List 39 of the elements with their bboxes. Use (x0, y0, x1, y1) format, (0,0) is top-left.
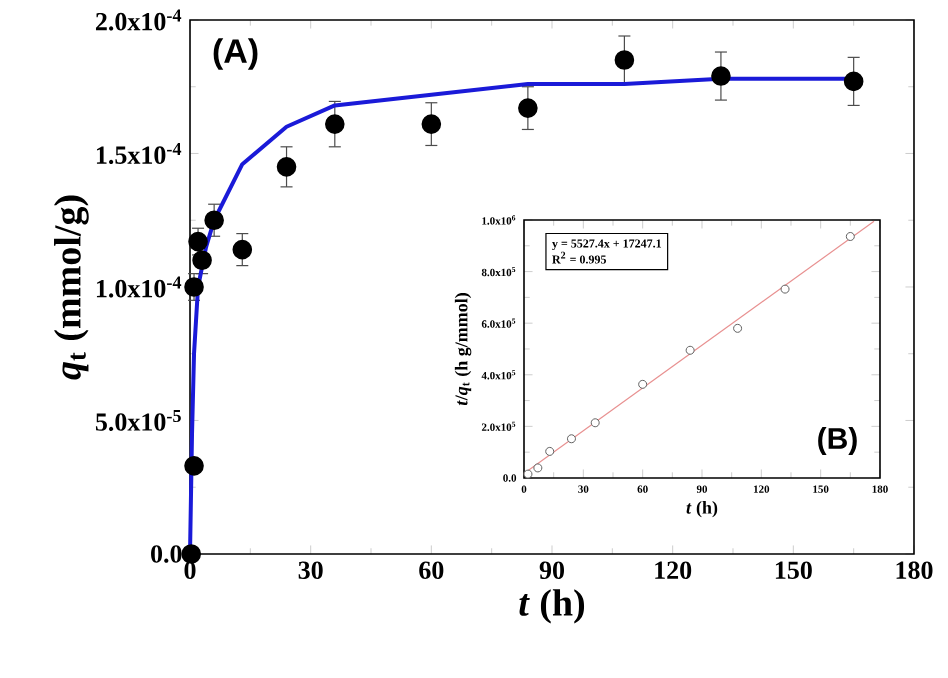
point (421, 114, 442, 134)
point (325, 114, 345, 134)
text: (B) (818, 427, 857, 456)
point (232, 239, 253, 260)
point (523, 469, 533, 479)
point (845, 231, 855, 241)
x-tick-label: 180 (896, 561, 933, 579)
point (545, 446, 555, 456)
y-tick-label: 5.0x10$^{-5}$ (95, 409, 181, 431)
point (711, 66, 731, 86)
point (188, 231, 208, 252)
x-tick-label: 120 (655, 561, 692, 579)
point (518, 98, 538, 118)
point (566, 434, 576, 444)
chart-title: (A) (213, 38, 258, 70)
point (843, 71, 864, 92)
x-tick-label: 150 (775, 561, 812, 579)
point (590, 418, 600, 428)
y-tick-label: 1.0x10$^{-4}$ (96, 276, 182, 298)
y-tick-label: 1.5x10$^{-4}$ (96, 142, 182, 165)
y-tick-label: 0.0 (151, 545, 182, 563)
x-tick-label: 90 (539, 561, 565, 579)
point (184, 277, 204, 297)
point (614, 50, 635, 70)
point (733, 323, 743, 333)
y-axis-title: q$_{t}$ (mmol/g) (54, 195, 89, 380)
point (685, 345, 695, 355)
x-tick-label: 30 (298, 561, 323, 579)
point (638, 379, 648, 389)
y-tick-label: 2.0x10$^{-4}$ (95, 9, 182, 31)
point (181, 544, 202, 564)
point (184, 456, 204, 476)
x-tick-label: 60 (419, 561, 444, 579)
x-axis-title: t (h) (519, 589, 585, 624)
x-axis-title: t (h) (686, 501, 718, 518)
point (533, 463, 543, 473)
point (276, 157, 297, 177)
point (780, 284, 790, 294)
point (204, 210, 224, 231)
